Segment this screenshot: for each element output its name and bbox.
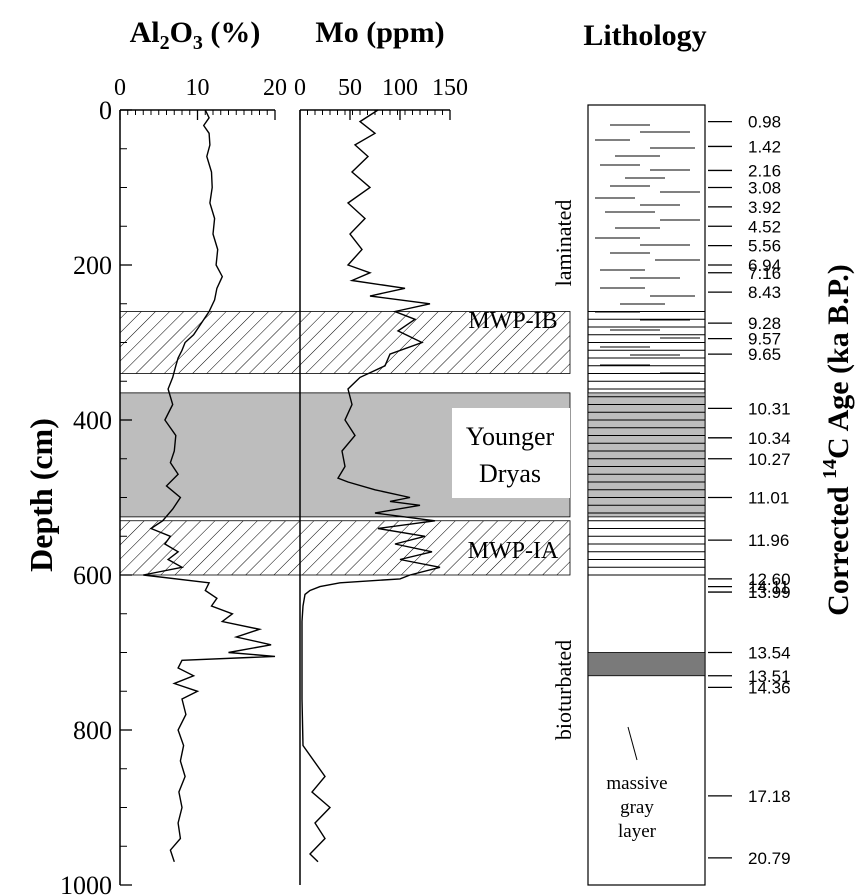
lithology-title: Lithology bbox=[583, 19, 706, 52]
mo-tick-label: 150 bbox=[432, 75, 468, 101]
mo-title: Mo (ppm) bbox=[315, 16, 444, 49]
depth-tick-label: 400 bbox=[73, 406, 112, 435]
age-label: 10.31 bbox=[748, 399, 791, 418]
band-label-mwp-ib: MWP-IB bbox=[468, 308, 557, 334]
age-label: 9.28 bbox=[748, 314, 781, 333]
depth-tick-label: 1000 bbox=[60, 871, 112, 895]
mo-series-line bbox=[301, 109, 441, 863]
al2o3-series-line bbox=[143, 109, 276, 863]
age-label: 14.36 bbox=[748, 678, 791, 697]
age-label: 2.16 bbox=[748, 161, 781, 180]
depth-tick-label: 0 bbox=[99, 96, 112, 125]
lithology-column: Lithology laminated bioturbated massive … bbox=[551, 19, 707, 886]
gray-layer-label-line2: gray bbox=[620, 797, 654, 818]
age-label: 3.08 bbox=[748, 179, 781, 198]
band-label-younger-dryas-line2: Dryas bbox=[479, 459, 541, 488]
age-label: 10.27 bbox=[748, 450, 791, 469]
age-label: 8.43 bbox=[748, 283, 781, 302]
age-label: 12.60 bbox=[748, 570, 791, 589]
gray-layer-pointer bbox=[627, 726, 638, 761]
mo-tick-label: 100 bbox=[382, 75, 418, 101]
depth-axis-label: Depth (cm) bbox=[23, 418, 59, 572]
al2o3-panel: Al2O3 (%) 0 10 20 0 200 400 600 800 1000 bbox=[60, 16, 287, 895]
al2o3-tick-label: 0 bbox=[114, 75, 126, 101]
al2o3-title: Al2O3 (%) bbox=[130, 16, 261, 54]
age-label: 9.65 bbox=[748, 345, 781, 364]
band-label-mwp-ia: MWP-IA bbox=[468, 538, 559, 564]
depth-tick-label: 200 bbox=[73, 251, 112, 280]
age-label: 5.56 bbox=[748, 237, 781, 256]
band-label-younger-dryas-line1: Younger bbox=[466, 422, 555, 451]
massive-gray-layer bbox=[587, 652, 706, 677]
age-label: 6.94 bbox=[748, 256, 781, 275]
age-label: 0.98 bbox=[748, 113, 781, 132]
age-label: 1.42 bbox=[748, 137, 781, 156]
al2o3-tick-group: 0 10 20 bbox=[114, 75, 287, 120]
younger-dryas-label-box bbox=[452, 408, 570, 498]
age-label: 3.92 bbox=[748, 198, 781, 217]
depth-tick-group: 0 200 400 600 800 1000 bbox=[60, 96, 132, 895]
age-label: 9.57 bbox=[748, 330, 781, 349]
age-label: 13.99 bbox=[748, 583, 791, 602]
age-label: 14.11 bbox=[748, 578, 789, 597]
age-label: 20.79 bbox=[748, 849, 791, 868]
gray-layer-label-line1: massive bbox=[606, 773, 667, 794]
age-label: 11.96 bbox=[748, 531, 789, 550]
gray-layer-label-line3: layer bbox=[618, 821, 657, 842]
age-label: 13.51 bbox=[748, 667, 791, 686]
lithology-fill-group bbox=[587, 124, 706, 677]
age-label: 10.34 bbox=[748, 429, 791, 448]
mo-tick-group: 0 50 100 150 bbox=[294, 75, 468, 120]
age-label: 13.54 bbox=[748, 644, 791, 663]
band-2 bbox=[119, 520, 571, 576]
age-label: 7.16 bbox=[748, 264, 781, 283]
age-label: 4.52 bbox=[748, 217, 781, 236]
al2o3-tick-label: 10 bbox=[186, 75, 210, 101]
band-0 bbox=[119, 311, 571, 374]
al2o3-tick-label: 20 bbox=[263, 75, 287, 101]
age-labels-group: 0.98 1.42 2.163.083.924.525.566.947.168.43… bbox=[708, 113, 791, 868]
mo-tick-label: 0 bbox=[294, 75, 306, 101]
depth-tick-label: 800 bbox=[73, 716, 112, 745]
age-label: 11.01 bbox=[748, 489, 789, 508]
depth-tick-label: 600 bbox=[73, 561, 112, 590]
mo-tick-label: 50 bbox=[338, 75, 362, 101]
laminated-label: laminated bbox=[551, 200, 576, 287]
bioturbated-label: bioturbated bbox=[551, 640, 576, 740]
age-axis-label: Corrected 14C Age (ka B.P.) bbox=[819, 264, 855, 616]
mo-panel: Mo (ppm) 0 50 100 150 bbox=[294, 16, 468, 885]
age-label: 17.18 bbox=[748, 787, 791, 806]
lithology-gray-band bbox=[587, 392, 706, 518]
